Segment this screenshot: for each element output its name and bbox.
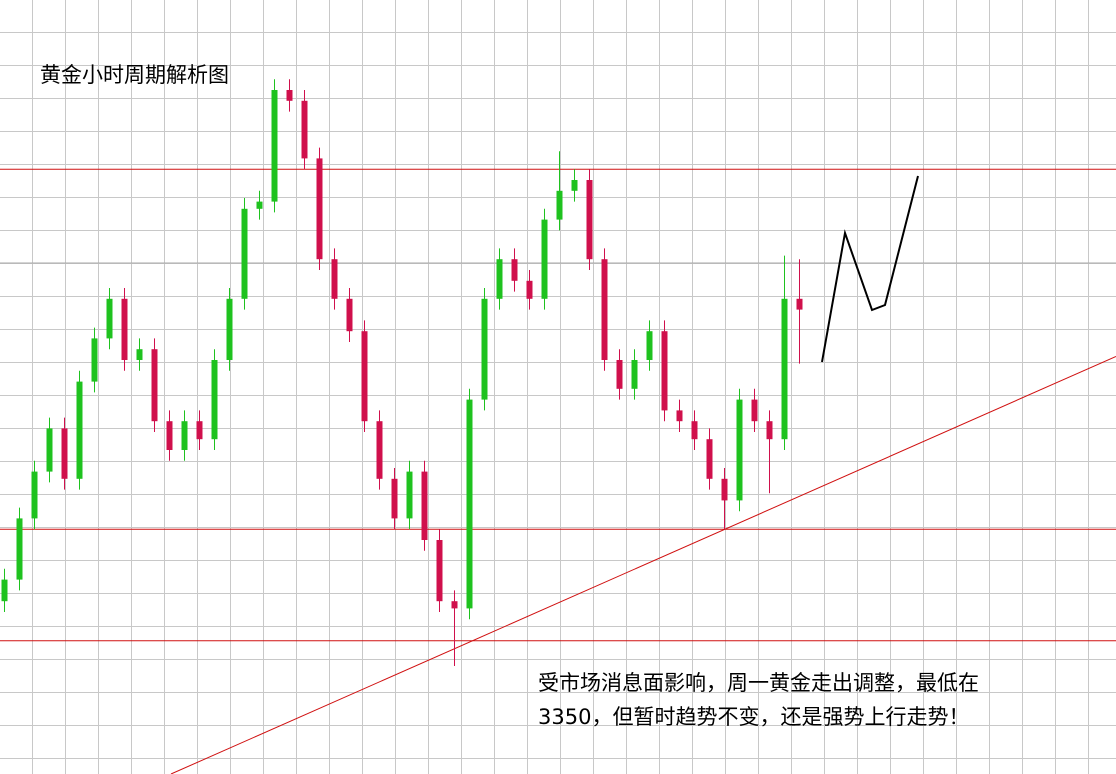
candle-body: [706, 439, 713, 479]
candle-body: [556, 190, 563, 220]
candle-body: [466, 399, 473, 609]
candle-body: [91, 338, 98, 382]
candle-body: [496, 259, 503, 299]
candle-body: [226, 298, 233, 360]
candle-body: [16, 518, 23, 580]
candle-body: [211, 360, 218, 440]
candle-body: [616, 360, 623, 389]
annotation: 3350，但暂时趋势不变，还是强势上行走势！: [538, 705, 969, 729]
candle-body: [376, 421, 383, 479]
chart-title: 黄金小时周期解析图: [40, 63, 229, 87]
candle-body: [1, 579, 8, 602]
candle-body: [406, 471, 413, 519]
candle-body: [526, 280, 533, 299]
candle-body: [421, 471, 428, 540]
candle-body: [76, 381, 83, 479]
candle-body: [106, 298, 113, 339]
candle-body: [136, 349, 143, 360]
candle-body: [541, 219, 548, 299]
candle-body: [31, 471, 38, 519]
candle-body: [601, 259, 608, 360]
candle-body: [511, 259, 518, 281]
trend-line: [170, 355, 1116, 774]
candle-body: [256, 201, 263, 209]
candle-body: [241, 208, 248, 299]
candle-body: [691, 421, 698, 440]
candle-body: [631, 360, 638, 389]
candle-body: [646, 331, 653, 360]
annotation: 受市场消息面影响，周一黄金走出调整，最低在: [538, 671, 979, 695]
candle-body: [781, 298, 788, 440]
candle-body: [316, 158, 323, 260]
candle-body: [286, 90, 293, 101]
candle-body: [151, 349, 158, 422]
candle-body: [751, 399, 758, 422]
candle-body: [796, 298, 803, 310]
candle-body: [676, 410, 683, 422]
candle-body: [46, 428, 53, 472]
candle-body: [721, 478, 728, 501]
candle-body: [196, 421, 203, 440]
candle-body: [61, 428, 68, 479]
candle-body: [121, 298, 128, 360]
candle-body: [181, 421, 188, 450]
candle-body: [391, 478, 398, 519]
candle-body: [661, 331, 668, 411]
candle-body: [166, 421, 173, 450]
candle-body: [331, 259, 338, 299]
candle-body: [571, 180, 578, 191]
candle-body: [346, 298, 353, 332]
candle-body: [481, 298, 488, 400]
projection-path: [821, 175, 919, 363]
candle-body: [361, 331, 368, 422]
candle-body: [586, 180, 593, 260]
candle-body: [436, 540, 443, 602]
candle-body: [271, 90, 278, 202]
candle-body: [766, 421, 773, 440]
candle-body: [451, 601, 458, 609]
candle-body: [301, 100, 308, 159]
candle-body: [736, 399, 743, 501]
